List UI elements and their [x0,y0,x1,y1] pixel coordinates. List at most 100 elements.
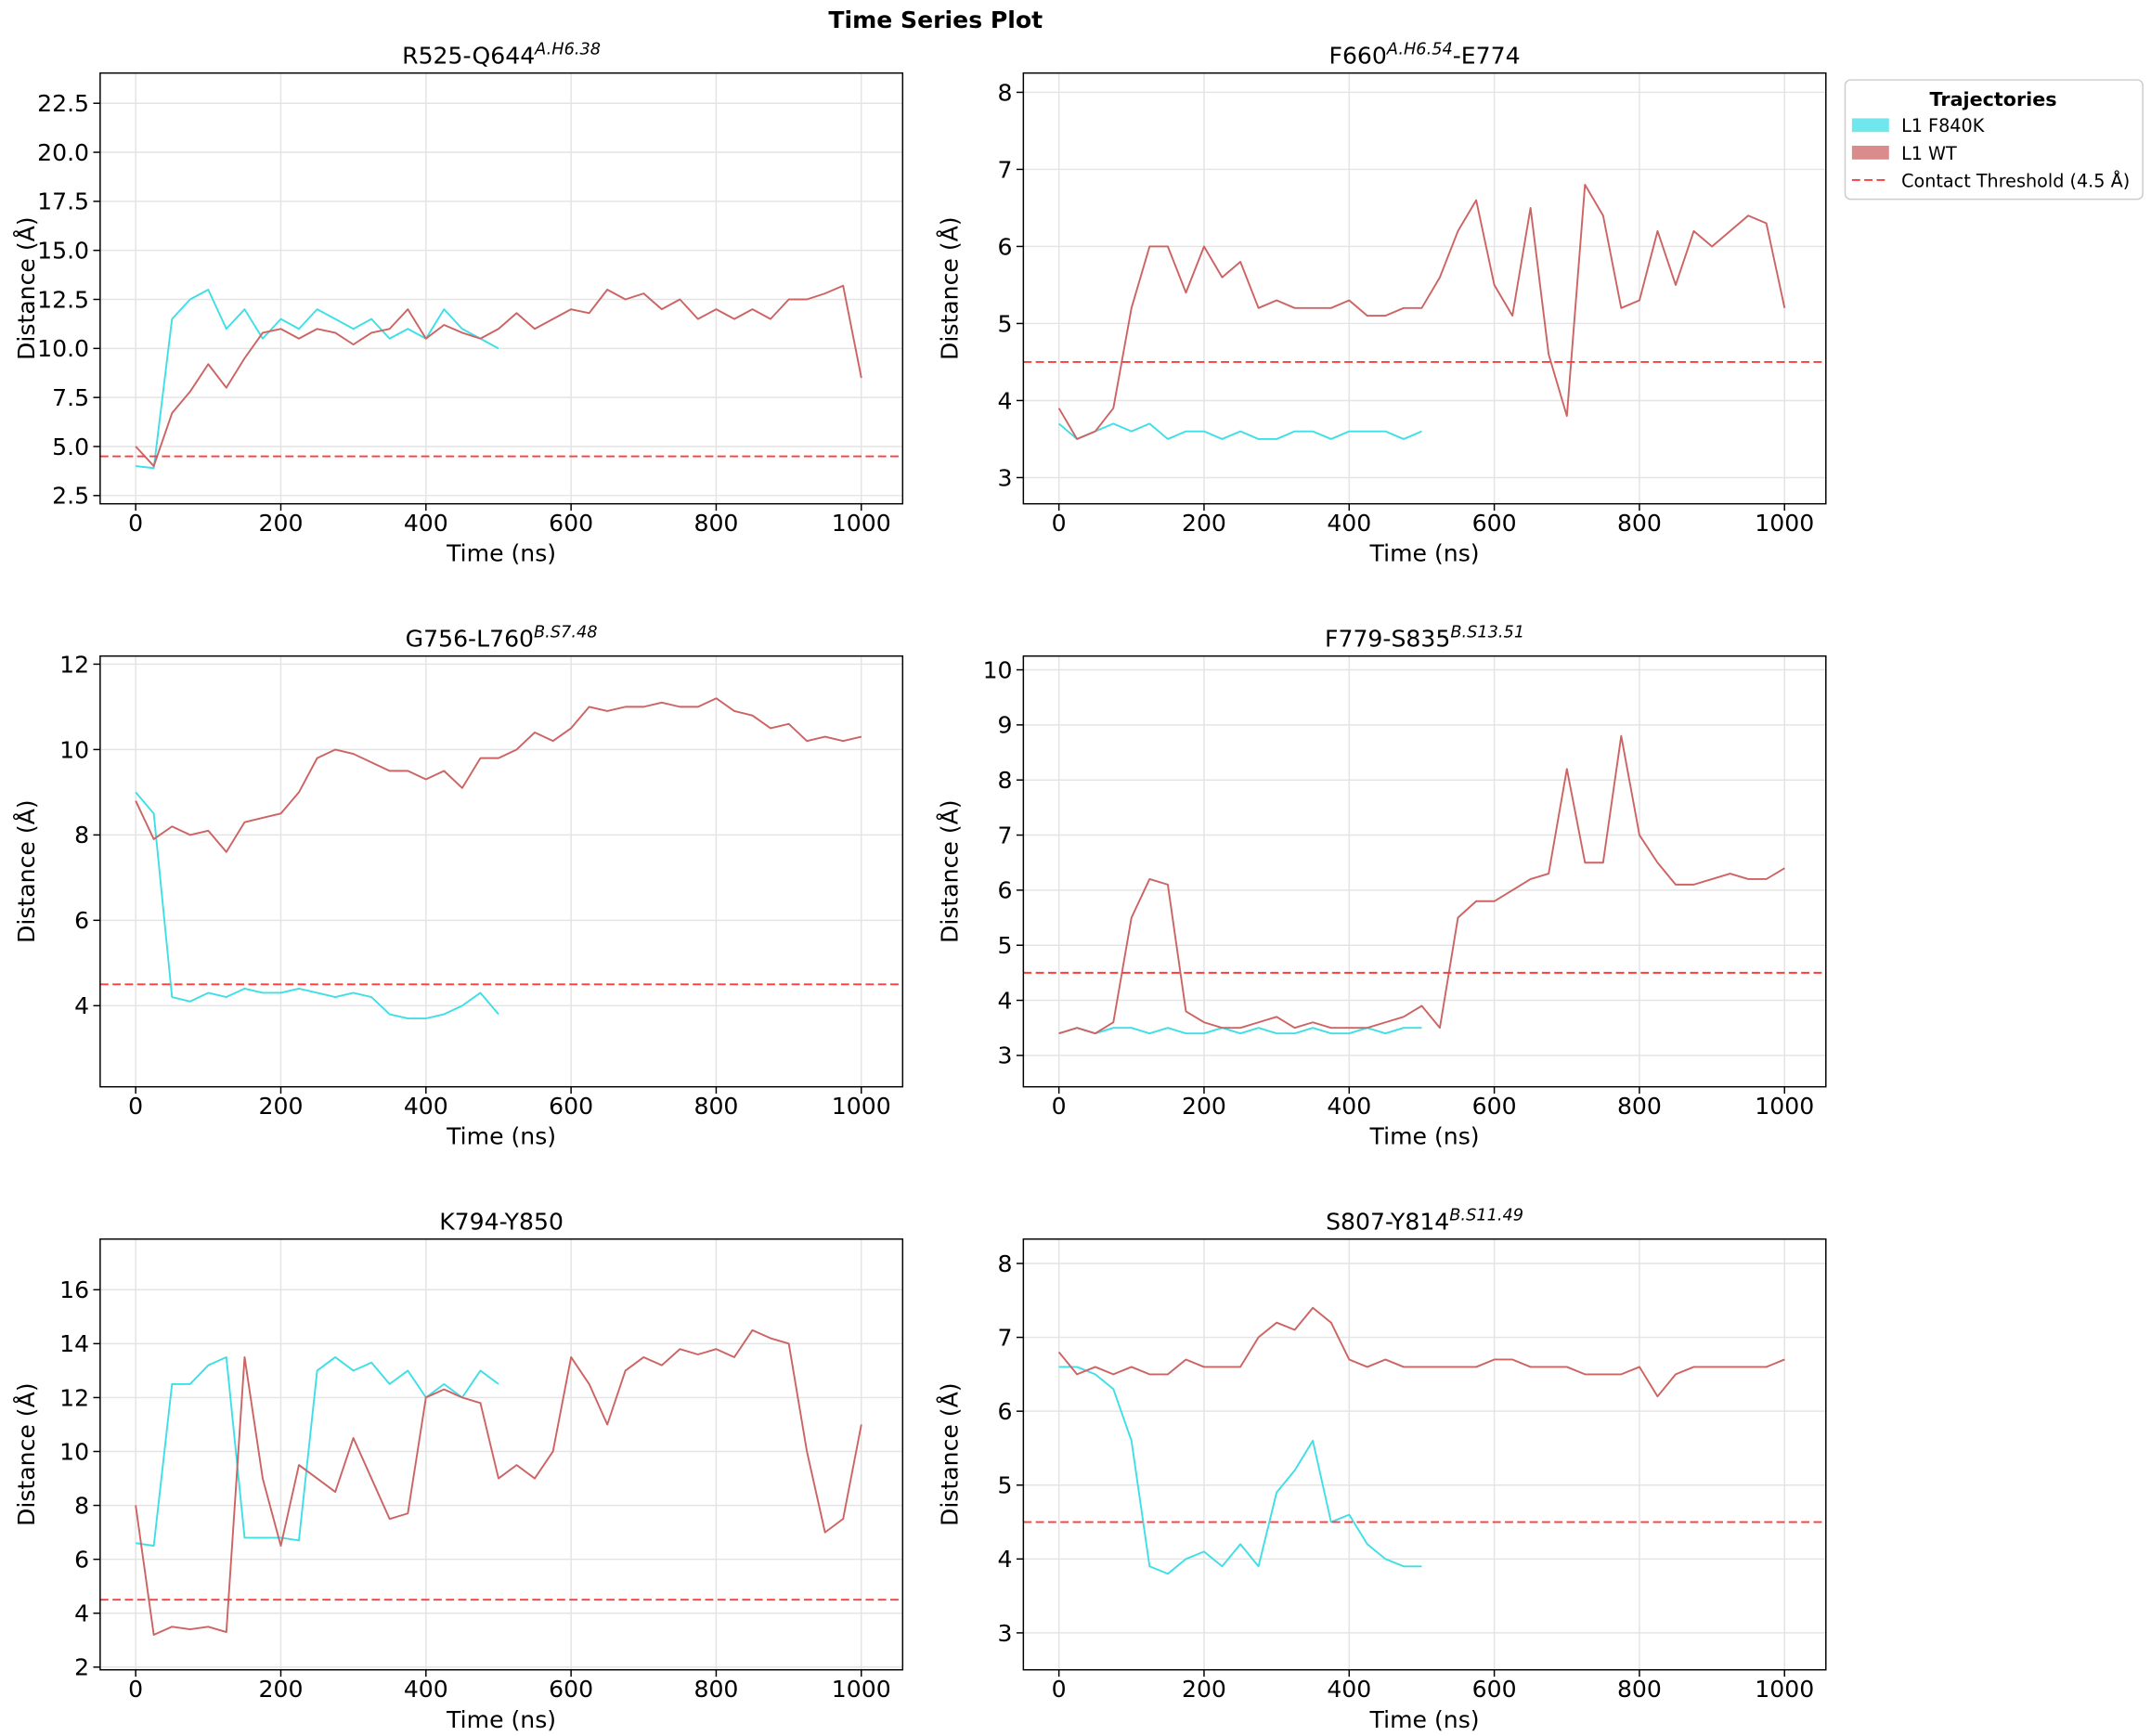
legend-swatch [1851,118,1889,133]
series-line [1058,1027,1422,1035]
x-tick-label: 200 [1182,510,1226,537]
x-tick-label: 800 [1617,1676,1662,1703]
series-line [135,697,862,853]
subplot-title: S807-Y814B.S11.49 [1326,1206,1523,1235]
y-axis-label: Distance (Å) [936,216,963,360]
x-tick-label: 800 [693,1093,738,1120]
y-tick-label: 2 [74,1654,89,1681]
y-axis-label: Distance (Å) [936,1382,963,1526]
subplot: 0 200 400 600 800 1000 4 6 8 10 12 G756-L760B.S7.48… [13,623,904,1150]
legend-label: L1 F840K [1901,115,1985,136]
x-tick-label: 0 [128,510,143,537]
x-tick-label: 400 [1327,1676,1371,1703]
plot-area [99,72,903,504]
plot-frame [99,1237,904,1671]
plot-area [99,1238,903,1670]
x-tick-label: 200 [1182,1093,1226,1120]
title-part: F660 [1329,42,1387,69]
y-tick-label: 6 [74,907,89,934]
y-tick-label: 5 [998,1472,1013,1499]
series-line [135,1328,862,1636]
plot-area [1023,1238,1826,1670]
series-line [1057,422,1422,440]
series-line [135,1355,499,1548]
subplot: 0 200 400 600 800 1000 3 4 5 6 7 8 9 10 F779-S835B.S13… [936,623,1827,1150]
x-tick-label: 800 [1617,1093,1662,1120]
plot-frame [1022,71,1827,505]
x-tick-label: 200 [1182,1676,1226,1703]
x-tick-label: 800 [1617,510,1662,537]
y-tick-label: 4 [998,987,1013,1014]
x-axis-label: Time (ns) [446,540,556,567]
y-tick-label: 7 [998,1324,1013,1351]
title-part: R525-Q644 [402,42,535,69]
plot-frame [1022,1237,1827,1671]
y-tick-label: 12.5 [37,286,89,313]
y-tick-label: 12 [59,1384,89,1411]
y-tick-label: 8 [998,79,1013,106]
y-tick-label: 4 [998,387,1013,414]
x-tick-label: 200 [259,510,304,537]
title-part: -E774 [1453,42,1521,69]
x-tick-label: 800 [693,510,738,537]
series-line [1058,1366,1422,1575]
x-tick-label: 0 [1052,1093,1067,1120]
title-part: G756-L760 [406,625,534,652]
y-tick-label: 20.0 [37,139,89,166]
y-tick-label: 8 [998,1250,1013,1277]
y-tick-label: 17.5 [37,188,89,215]
x-axis-label: Time (ns) [1369,540,1480,567]
x-tick-label: 600 [549,1676,593,1703]
x-axis-label: Time (ns) [1369,1123,1480,1150]
x-axis-label: Time (ns) [446,1706,556,1733]
y-tick-label: 15.0 [37,238,89,265]
legend-box [1844,79,2144,201]
x-tick-label: 0 [128,1093,143,1120]
y-axis-label: Distance (Å) [13,1382,40,1526]
subplot-title: G756-L760B.S7.48 [406,623,598,652]
x-tick-label: 0 [1052,510,1067,537]
y-tick-label: 6 [998,233,1013,260]
subplot-title: R525-Q644A.H6.38 [402,40,601,69]
y-tick-label: 6 [74,1547,89,1574]
y-axis-label: Distance (Å) [13,216,40,360]
title-part: B.S11.49 [1449,1206,1523,1224]
x-tick-label: 1000 [1755,1676,1814,1703]
x-tick-label: 800 [693,1676,738,1703]
x-tick-label: 1000 [832,1676,891,1703]
series-line [135,284,862,468]
y-tick-label: 4 [74,992,89,1019]
title-part: F779-S835 [1325,625,1450,652]
x-tick-label: 400 [1327,510,1371,537]
x-tick-label: 600 [1472,1093,1517,1120]
y-tick-label: 8 [74,1492,89,1519]
y-tick-label: 6 [998,1398,1013,1425]
x-tick-label: 0 [128,1676,143,1703]
series-line [135,791,499,1020]
y-tick-label: 16 [59,1276,89,1303]
x-tick-label: 200 [259,1093,304,1120]
y-tick-label: 22.5 [37,90,89,117]
x-tick-label: 1000 [832,510,891,537]
plot-frame [99,71,904,505]
series-line [1057,1306,1785,1398]
subplot: 0 200 400 600 800 1000 3 4 5 6 7 8 F660A.H6.54-E774 T… [936,40,1827,567]
x-tick-label: 400 [1327,1093,1371,1120]
legend: Trajectories L1 F840K L1 WT Contact Thresho… [1844,79,2144,201]
x-tick-label: 600 [549,510,593,537]
plot-frame [99,654,904,1088]
x-tick-label: 0 [1052,1676,1067,1703]
y-tick-label: 7 [998,822,1013,849]
legend-label: L1 WT [1901,143,1957,164]
x-axis-label: Time (ns) [446,1123,556,1150]
subplot: 0 200 400 600 800 1000 3 4 5 6 7 8 S807-Y814B.S11.49… [936,1206,1827,1733]
subplot-title: K794-Y850 [439,1208,564,1235]
y-tick-label: 8 [74,822,89,849]
series-line [1058,734,1785,1035]
y-axis-label: Distance (Å) [13,799,40,943]
y-axis-label: Distance (Å) [936,799,963,943]
x-axis-label: Time (ns) [1369,1706,1480,1733]
title-part: A.H6.38 [534,40,601,58]
